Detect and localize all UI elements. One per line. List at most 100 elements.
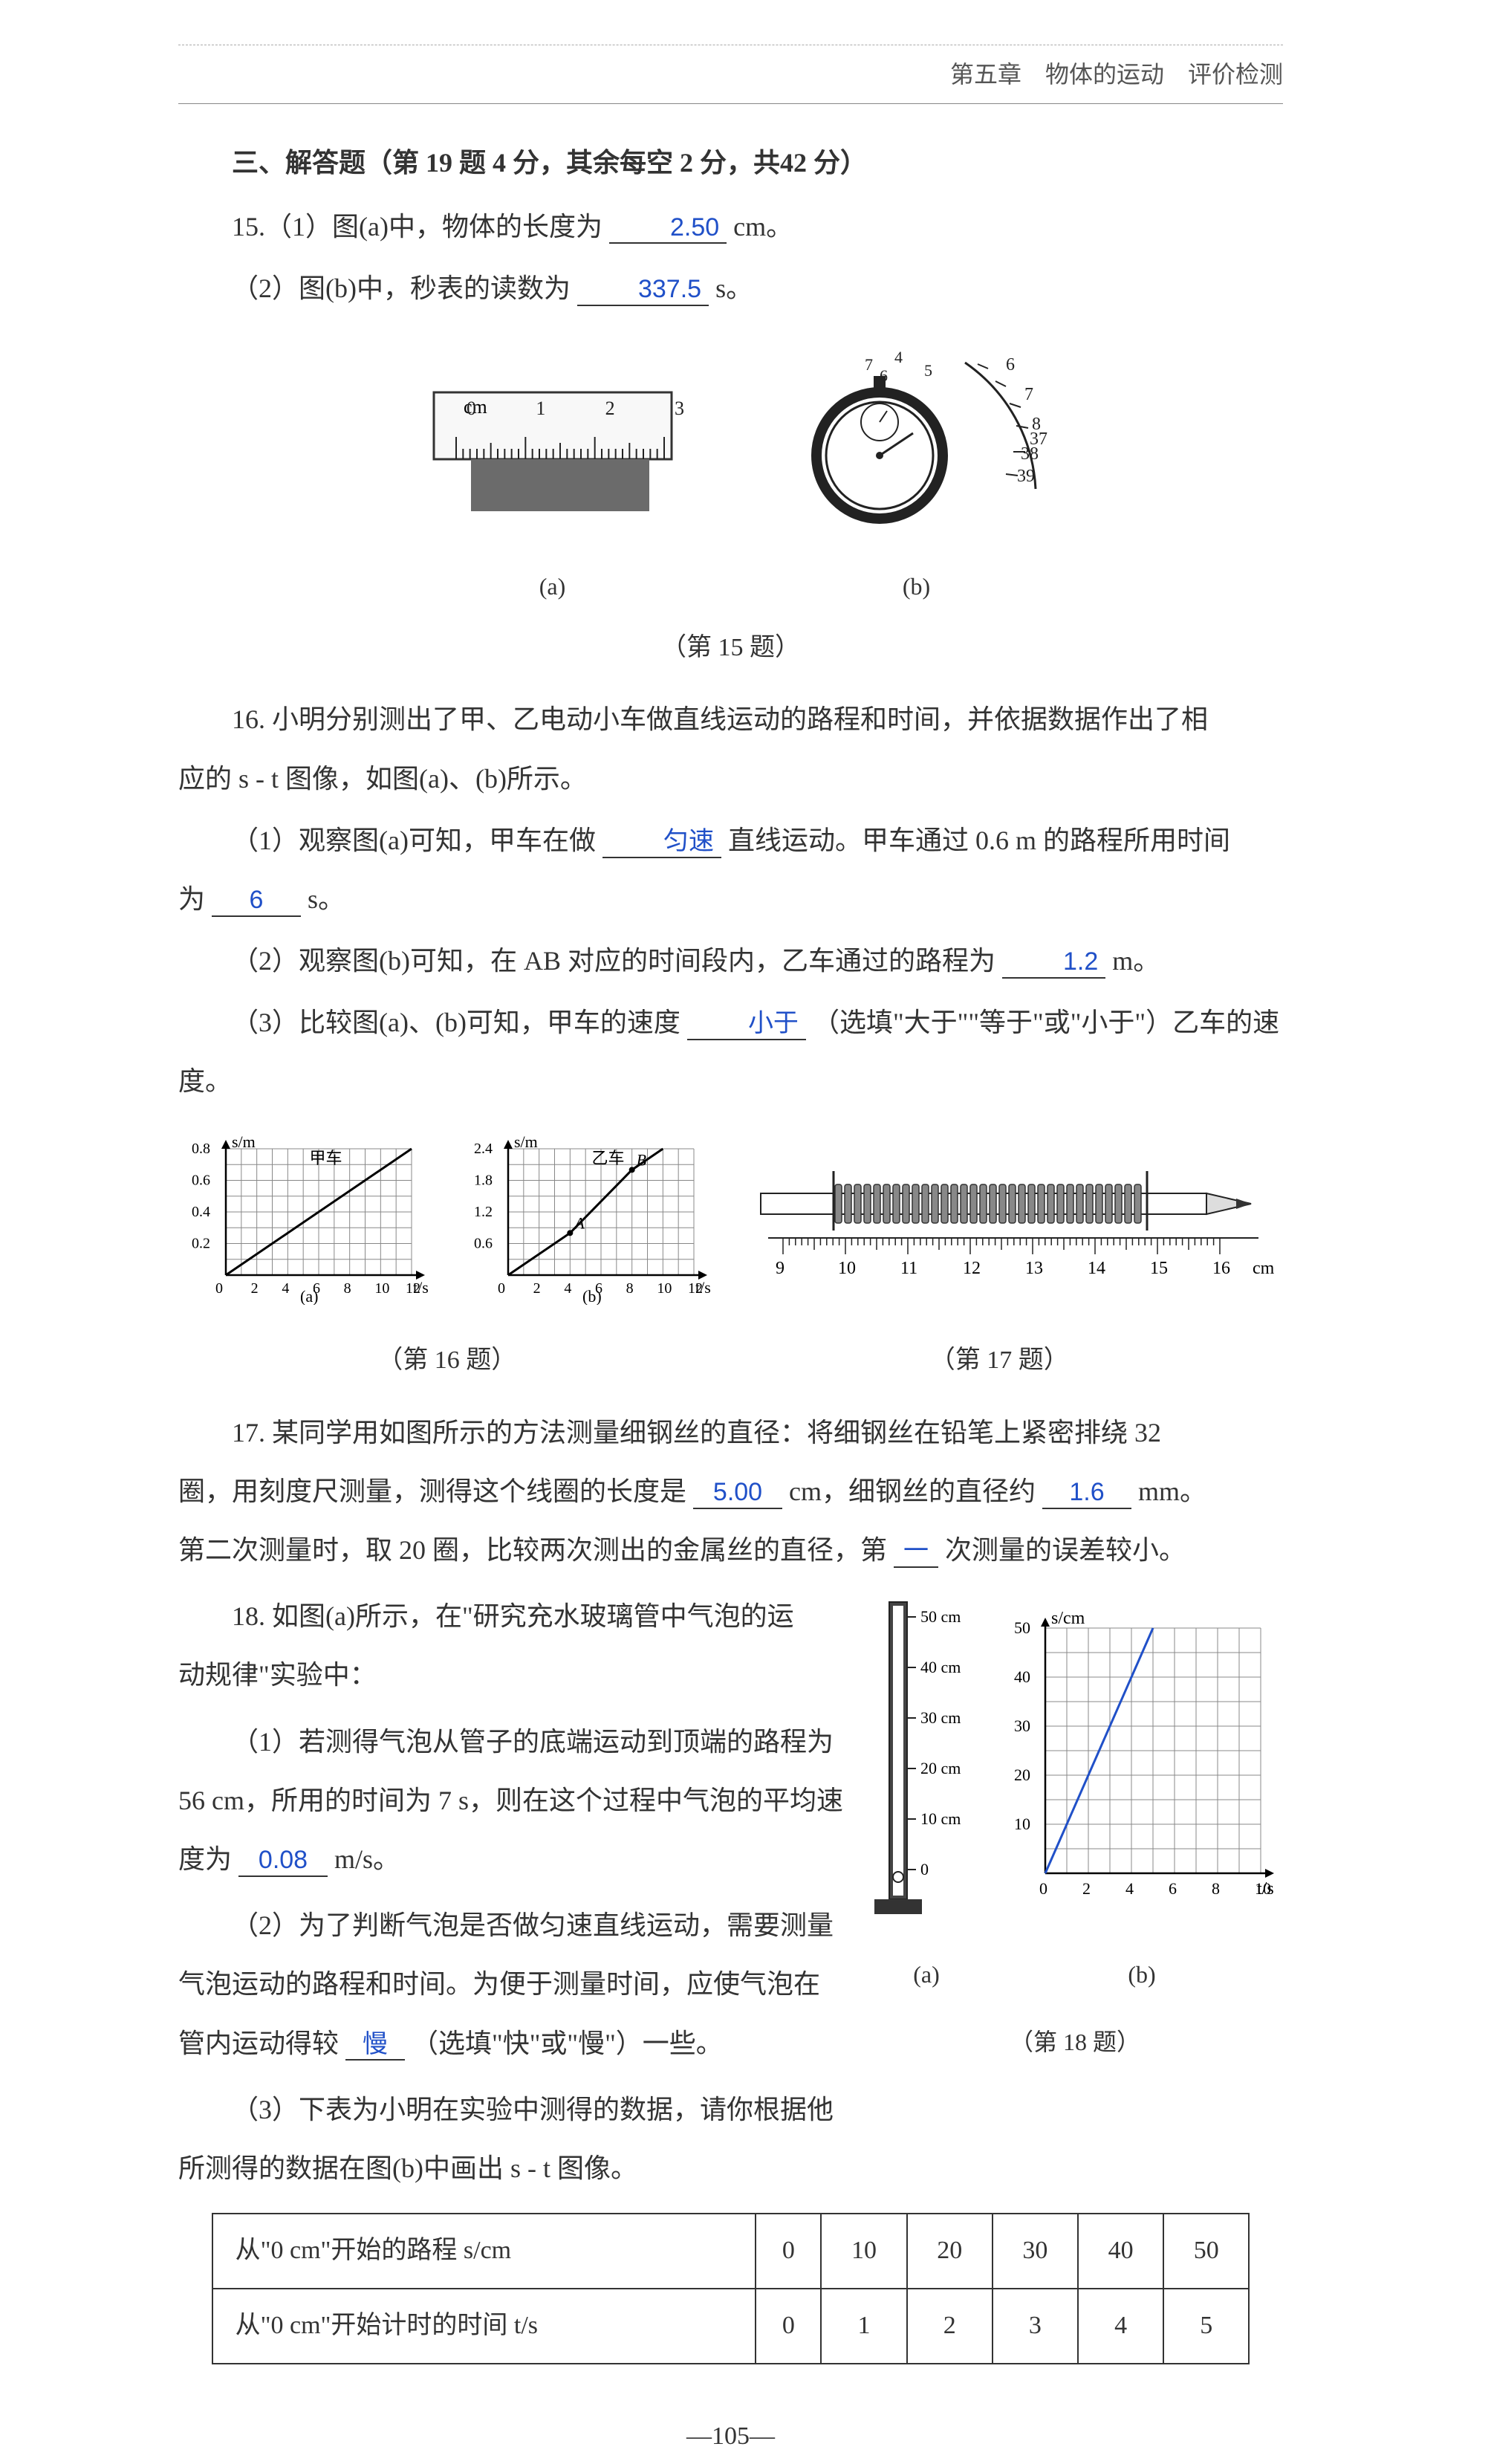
q16-q17-figures: 0246810120.20.40.60.8s/mt/s甲车(a) 0246810… <box>178 1134 1283 1326</box>
q16-p1-cont: 为 6 s。 <box>178 870 1283 929</box>
q16-p2-answer: 1.2 <box>1002 947 1105 979</box>
table-cell: 20 <box>907 2214 993 2289</box>
q15-fig-b-label: (b) <box>783 560 1050 612</box>
q15-p2-pre: （2）图(b)中，秒表的读数为 <box>232 273 571 303</box>
q18-figures: 50 cm40 cm30 cm20 cm10 cm0 (a) 024681010… <box>867 1595 1283 2068</box>
q15-part2: （2）图(b)中，秒表的读数为 337.5 s。 <box>178 259 1283 318</box>
q15-figure-b: 4 5 7 6 6 7 8 39 38 37 <box>783 340 1050 613</box>
svg-text:37: 37 <box>1030 429 1047 449</box>
svg-text:0: 0 <box>920 1860 929 1878</box>
svg-text:4: 4 <box>1125 1879 1134 1898</box>
q17-caption: （第 17 题） <box>732 1333 1267 1389</box>
svg-text:50 cm: 50 cm <box>920 1607 961 1626</box>
svg-text:8: 8 <box>343 1280 351 1297</box>
q15-figure-a: cm 0123 (a) <box>412 370 694 613</box>
svg-text:4: 4 <box>894 348 903 366</box>
svg-text:9: 9 <box>776 1259 785 1278</box>
svg-text:0: 0 <box>467 398 476 419</box>
svg-text:6: 6 <box>1169 1879 1177 1898</box>
q16-chart-a: 0246810120.20.40.60.8s/mt/s甲车(a) <box>181 1134 434 1326</box>
svg-text:2: 2 <box>1082 1879 1091 1898</box>
q15-p2-post: s。 <box>715 273 753 303</box>
q18-tube-figure: 50 cm40 cm30 cm20 cm10 cm0 (a) <box>867 1595 986 2001</box>
q18-caption: （第 18 题） <box>867 2016 1283 2068</box>
q18-p1-3-pre: 度为 <box>178 1844 232 1874</box>
svg-text:10 cm: 10 cm <box>920 1809 961 1828</box>
svg-text:40 cm: 40 cm <box>920 1658 961 1676</box>
q16-p1-answer2: 6 <box>212 885 301 917</box>
q15-part1: 15.（1）图(a)中，物体的长度为 2.50 cm。 <box>178 198 1283 256</box>
q18-p2-answer: 慢 <box>345 2029 405 2061</box>
svg-text:7: 7 <box>1024 385 1033 404</box>
q17-l2-pre: 圈，用刻度尺测量，测得这个线圈的长度是 <box>178 1476 686 1506</box>
q18-p3-2: 所测得的数据在图(b)中画出 s - t 图像。 <box>178 2139 1283 2198</box>
q16-chart-b: 0246810120.61.21.82.4s/mt/s乙车AB(b) <box>464 1134 716 1326</box>
q17-l2-ans1: 5.00 <box>693 1477 782 1509</box>
q16-p1-pre: （1）观察图(a)可知，甲车在做 <box>232 826 596 855</box>
svg-text:50: 50 <box>1014 1618 1030 1637</box>
svg-text:40: 40 <box>1014 1667 1030 1686</box>
page-number: —105— <box>178 2409 1283 2464</box>
q16-p1-answer: 匀速 <box>602 826 721 858</box>
q18-p1-answer: 0.08 <box>238 1845 328 1877</box>
svg-text:cm: cm <box>1253 1259 1275 1278</box>
svg-text:s/cm: s/cm <box>1051 1609 1085 1628</box>
q16-p1: （1）观察图(a)可知，甲车在做 匀速 直线运动。甲车通过 0.6 m 的路程所… <box>178 811 1283 870</box>
q16-p3-answer: 小于 <box>687 1008 806 1040</box>
svg-text:5: 5 <box>924 361 932 380</box>
table-cell: 50 <box>1163 2214 1249 2289</box>
svg-text:0: 0 <box>498 1280 505 1297</box>
q15-figures: cm 0123 (a) 4 5 7 6 6 7 8 <box>178 340 1283 613</box>
q16-p1-cont-pre: 为 <box>178 884 205 914</box>
q16-intro1: 16. 小明分别测出了甲、乙电动小车做直线运动的路程和时间，并依据数据作出了相 <box>178 690 1283 749</box>
q15-p1-pre: 15.（1）图(a)中，物体的长度为 <box>232 212 602 241</box>
table-cell: 5 <box>1163 2289 1249 2364</box>
table-cell: 30 <box>993 2214 1078 2289</box>
svg-text:2.4: 2.4 <box>474 1141 493 1157</box>
q17-l3-pre: 第二次测量时，取 20 圈，比较两次测出的金属丝的直径，第 <box>178 1535 887 1565</box>
table-cell: 0 <box>756 2289 821 2364</box>
svg-text:t/s: t/s <box>413 1278 429 1297</box>
svg-text:10: 10 <box>838 1259 856 1278</box>
q17-line3: 第二次测量时，取 20 圈，比较两次测出的金属丝的直径，第 一 次测量的误差较小… <box>178 1521 1283 1580</box>
q15-fig-a-label: (a) <box>412 560 694 612</box>
svg-text:7: 7 <box>865 355 873 374</box>
svg-text:1.2: 1.2 <box>474 1204 493 1220</box>
svg-text:乙车: 乙车 <box>591 1149 624 1167</box>
svg-text:4: 4 <box>282 1280 289 1297</box>
q18-data-table: 从"0 cm"开始的路程 s/cm 0 10 20 30 40 50 从"0 c… <box>212 2213 1250 2364</box>
svg-text:12: 12 <box>963 1259 981 1278</box>
svg-text:0: 0 <box>215 1280 223 1297</box>
q17-l3-post: 次测量的误差较小。 <box>945 1535 1186 1565</box>
stopwatch-figure: 4 5 7 6 6 7 8 39 38 37 <box>783 340 1050 534</box>
q15-caption: （第 15 题） <box>178 620 1283 676</box>
svg-text:1: 1 <box>536 398 545 419</box>
svg-text:30 cm: 30 cm <box>920 1708 961 1727</box>
q18-chart: 02468101020304050s/cmt/s (b) <box>1001 1609 1283 2001</box>
svg-text:11: 11 <box>900 1259 917 1278</box>
svg-text:t/s: t/s <box>1257 1879 1274 1899</box>
q15-p1-post: cm。 <box>733 212 793 241</box>
svg-text:0.6: 0.6 <box>192 1172 210 1188</box>
q16-caption: （第 16 题） <box>195 1333 700 1389</box>
svg-text:t/s: t/s <box>695 1278 711 1297</box>
page-header: 第五章 物体的运动 评价检测 <box>178 45 1283 104</box>
table-row: 从"0 cm"开始的路程 s/cm 0 10 20 30 40 50 <box>212 2214 1250 2289</box>
q17-l3-ans: 一 <box>894 1536 938 1568</box>
svg-text:30: 30 <box>1014 1716 1030 1735</box>
svg-text:0: 0 <box>1039 1879 1047 1898</box>
svg-text:39: 39 <box>1017 467 1035 486</box>
q17-line2: 圈，用刻度尺测量，测得这个线圈的长度是 5.00 cm，细钢丝的直径约 1.6 … <box>178 1462 1283 1521</box>
svg-text:8: 8 <box>626 1280 633 1297</box>
svg-text:14: 14 <box>1088 1259 1105 1278</box>
table-cell: 0 <box>756 2214 821 2289</box>
q17-intro1: 17. 某同学用如图所示的方法测量细钢丝的直径：将细钢丝在铅笔上紧密排绕 32 <box>178 1404 1283 1462</box>
q16-p2: （2）观察图(b)可知，在 AB 对应的时间段内，乙车通过的路程为 1.2 m。 <box>178 932 1283 991</box>
svg-text:A: A <box>573 1213 585 1232</box>
table-cell: 4 <box>1078 2289 1163 2364</box>
table-cell: 40 <box>1078 2214 1163 2289</box>
section3-title: 三、解答题（第 19 题 4 分，其余每空 2 分，共42 分） <box>178 134 1283 192</box>
q16-p2-post: m。 <box>1112 946 1160 976</box>
q18-fig-a-label: (a) <box>867 1948 986 2000</box>
svg-text:13: 13 <box>1025 1259 1043 1278</box>
